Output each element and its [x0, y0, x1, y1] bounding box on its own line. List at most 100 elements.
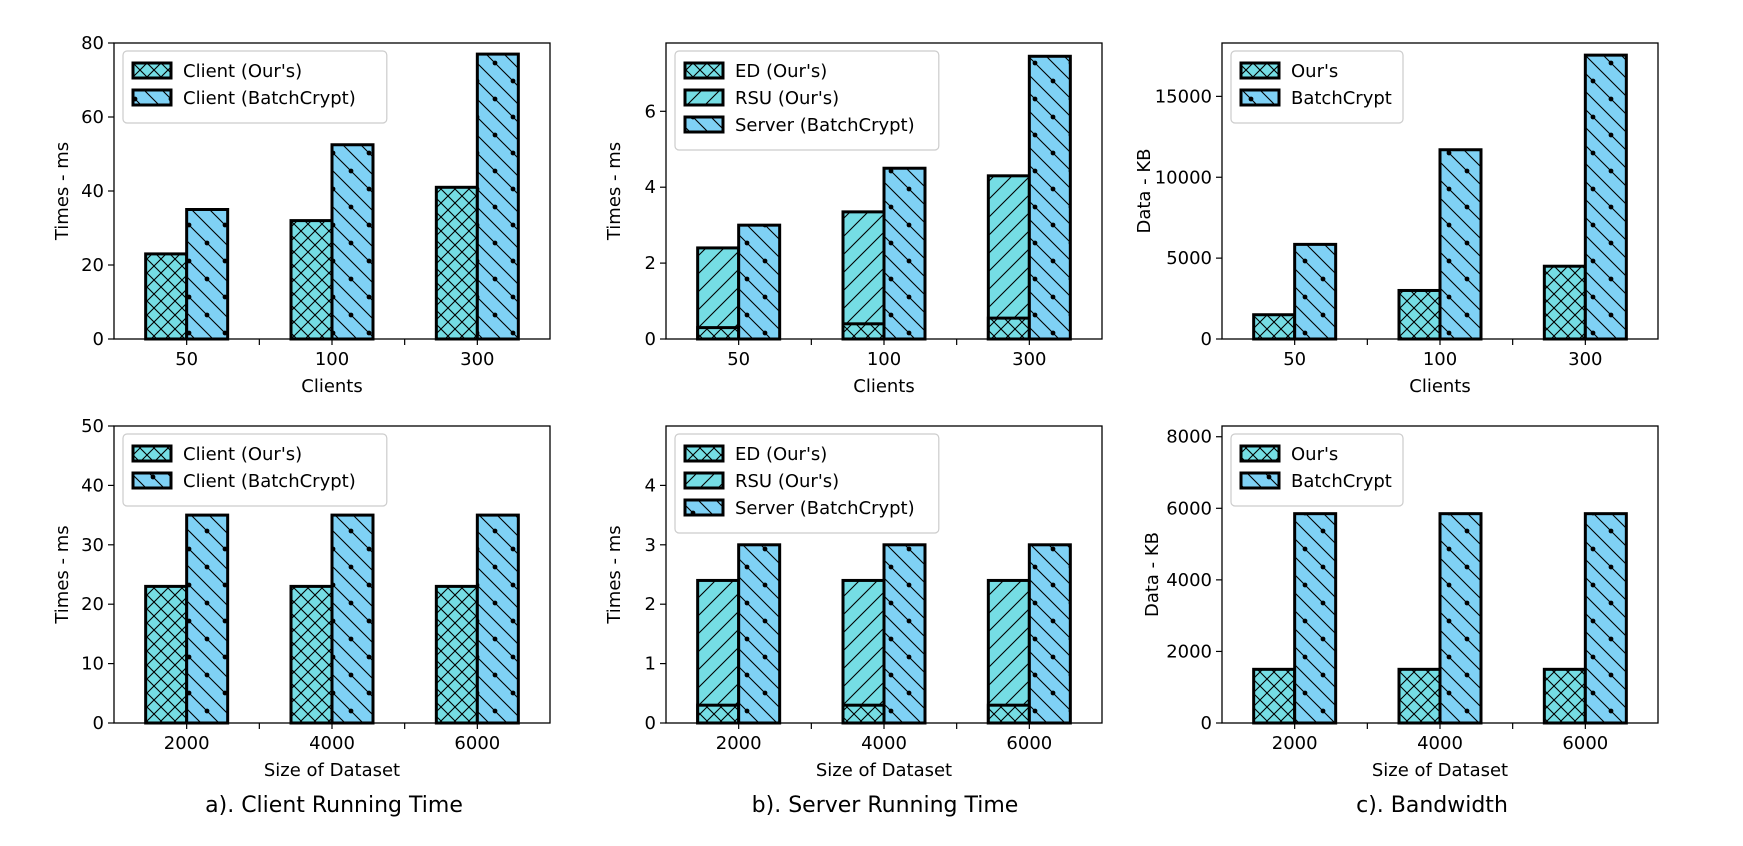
x-tick-label: 300 — [1012, 349, 1046, 370]
x-tick-label: 50 — [1283, 349, 1306, 370]
bar — [986, 703, 1031, 725]
y-axis-label: Times - ms — [604, 525, 625, 624]
x-axis-label: Size of Dataset — [1372, 760, 1508, 781]
y-tick-label: 0 — [1201, 329, 1212, 350]
legend-label: RSU (Our's) — [735, 88, 839, 109]
x-tick-label: 2000 — [164, 733, 210, 754]
x-tick-label: 4000 — [1417, 733, 1463, 754]
x-axis-label: Clients — [853, 376, 915, 397]
legend-label: Our's — [1291, 444, 1338, 465]
bar — [882, 543, 927, 725]
y-tick-label: 5000 — [1166, 248, 1212, 269]
legend-label: Client (BatchCrypt) — [183, 471, 356, 492]
legend-swatch — [1239, 444, 1281, 463]
legend-label: BatchCrypt — [1291, 471, 1392, 492]
y-tick-label: 1 — [645, 654, 656, 675]
legend: Our's BatchCrypt — [1230, 433, 1404, 507]
x-axis-label: Size of Dataset — [816, 760, 952, 781]
legend: Client (Our's) Client (BatchCrypt) — [122, 433, 388, 507]
y-tick-label: 15000 — [1155, 86, 1212, 107]
bar — [841, 703, 886, 725]
bar — [475, 52, 520, 341]
bar — [696, 703, 741, 725]
x-tick-label: 4000 — [861, 733, 907, 754]
bar — [986, 174, 1031, 341]
legend-swatch — [1239, 61, 1281, 80]
chart-c-bottom: 2000 4000 6000 0 2000 4000 6000 8000 Size of Dat… — [1142, 425, 1659, 781]
y-tick-label: 2000 — [1166, 641, 1212, 662]
caption-c: c). Bandwidth — [1356, 793, 1508, 818]
y-tick-label: 30 — [81, 535, 104, 556]
bar — [475, 513, 520, 725]
legend: ED (Our's) RSU (Our's) Server (BatchCrypt) — [674, 433, 940, 534]
x-tick-label: 300 — [460, 349, 494, 370]
legend-label: Client (Our's) — [183, 61, 302, 82]
bar — [144, 584, 189, 725]
bar — [1252, 313, 1297, 341]
legend-label: Client (BatchCrypt) — [183, 88, 356, 109]
y-tick-label: 3 — [645, 535, 656, 556]
bar — [434, 584, 479, 725]
y-tick-label: 0 — [645, 713, 656, 734]
chart-a-top: 50 100 300 0 20 40 60 80 Clients Times - ms Client… — [52, 33, 551, 397]
x-tick-label: 300 — [1568, 349, 1602, 370]
y-tick-label: 6000 — [1166, 498, 1212, 519]
bar — [1542, 264, 1587, 341]
bar — [1542, 667, 1587, 725]
bar — [1252, 667, 1297, 725]
x-tick-label: 2000 — [716, 733, 762, 754]
legend-label: Our's — [1291, 61, 1338, 82]
x-tick-label: 4000 — [309, 733, 355, 754]
x-tick-label: 100 — [867, 349, 901, 370]
y-axis-label: Data - KB — [1134, 148, 1155, 233]
legend-swatch — [683, 444, 725, 463]
legend-swatch — [131, 88, 173, 107]
legend-swatch — [683, 115, 725, 134]
legend-label: Server (BatchCrypt) — [735, 498, 915, 519]
plot-frame — [665, 42, 1103, 340]
bar — [289, 219, 334, 341]
bar — [330, 143, 375, 341]
x-tick-label: 6000 — [454, 733, 500, 754]
x-tick-label: 6000 — [1562, 733, 1608, 754]
bar — [289, 584, 334, 725]
bar — [696, 246, 741, 341]
chart-b-bottom: 2000 4000 6000 0 1 2 3 4 Size of Dataset Times - … — [604, 425, 1103, 781]
y-tick-label: 40 — [81, 475, 104, 496]
legend-swatch — [1239, 88, 1281, 107]
y-axis-label: Times - ms — [52, 142, 73, 241]
legend-label: BatchCrypt — [1291, 88, 1392, 109]
y-axis-label: Times - ms — [52, 525, 73, 624]
y-axis-label: Times - ms — [604, 142, 625, 241]
bar — [1027, 54, 1072, 341]
chart-b-top: 50 100 300 0 2 4 6 Clients Times - ms ED (Our's) R… — [604, 42, 1103, 397]
legend-swatch — [131, 444, 173, 463]
y-tick-label: 0 — [1201, 713, 1212, 734]
bar — [1293, 512, 1338, 725]
legend-label: RSU (Our's) — [735, 471, 839, 492]
bar — [986, 316, 1031, 341]
x-tick-label: 100 — [1423, 349, 1457, 370]
x-tick-label: 50 — [727, 349, 750, 370]
legend-swatch — [683, 88, 725, 107]
x-tick-label: 100 — [315, 349, 349, 370]
bar — [737, 543, 782, 725]
y-tick-label: 4000 — [1166, 570, 1212, 591]
bar — [1027, 543, 1072, 725]
legend-swatch — [1239, 471, 1281, 490]
y-tick-label: 0 — [93, 329, 104, 350]
legend-swatch — [683, 471, 725, 490]
y-tick-label: 8000 — [1166, 427, 1212, 448]
y-tick-label: 20 — [81, 255, 104, 276]
bar — [330, 513, 375, 725]
legend-label: ED (Our's) — [735, 61, 827, 82]
bar — [1438, 512, 1483, 725]
bar — [696, 578, 741, 725]
legend-box — [674, 433, 940, 534]
x-tick-label: 6000 — [1006, 733, 1052, 754]
legend-swatch — [683, 61, 725, 80]
x-tick-label: 2000 — [1272, 733, 1318, 754]
plot-frame — [1221, 425, 1659, 724]
y-tick-label: 2 — [645, 594, 656, 615]
plot-frame — [1221, 42, 1659, 340]
